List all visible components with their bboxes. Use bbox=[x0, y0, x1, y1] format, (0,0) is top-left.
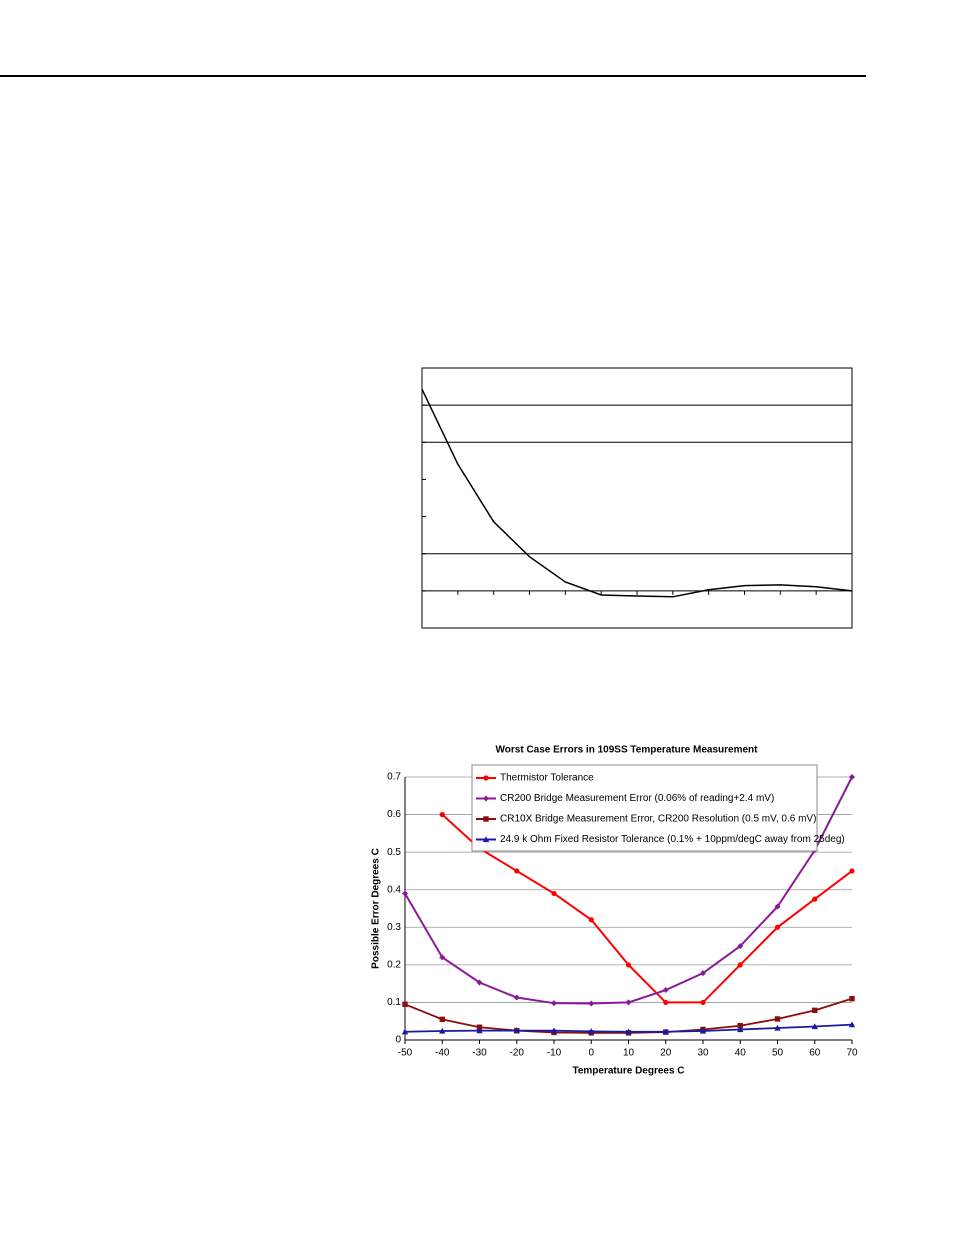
x-tick-label: -40 bbox=[435, 1048, 450, 1059]
marker bbox=[737, 962, 743, 968]
marker bbox=[663, 999, 669, 1006]
marker bbox=[699, 1027, 707, 1034]
legend-marker bbox=[482, 836, 490, 843]
x-tick-label: -10 bbox=[547, 1048, 562, 1059]
marker bbox=[551, 890, 557, 897]
x-tick-label: -20 bbox=[510, 1048, 525, 1059]
marker bbox=[514, 868, 520, 874]
x-tick-label: 70 bbox=[846, 1048, 858, 1059]
legend-label: 24.9 k Ohm Fixed Resistor Tolerance (0.1… bbox=[500, 834, 845, 845]
marker bbox=[476, 1024, 483, 1030]
marker bbox=[774, 903, 781, 910]
marker bbox=[625, 962, 632, 968]
y-tick-label: 0.5 bbox=[387, 847, 401, 858]
y-tick-label: 0.4 bbox=[387, 884, 401, 895]
marker bbox=[849, 774, 855, 780]
marker bbox=[774, 1016, 781, 1022]
x-axis-label: Temperature Degrees C bbox=[572, 1066, 684, 1077]
x-tick-label: 0 bbox=[588, 1048, 594, 1059]
marker bbox=[625, 1028, 632, 1035]
marker bbox=[401, 1028, 409, 1035]
y-axis-label: Possible Error Degrees C bbox=[371, 848, 382, 969]
marker bbox=[849, 995, 855, 1002]
marker bbox=[550, 1027, 558, 1034]
legend-marker bbox=[483, 816, 489, 822]
marker bbox=[812, 896, 818, 902]
y-tick-label: 0 bbox=[395, 1035, 401, 1046]
x-tick-label: -30 bbox=[472, 1048, 487, 1059]
marker bbox=[551, 1000, 557, 1007]
marker bbox=[439, 954, 446, 961]
x-tick-label: 40 bbox=[735, 1048, 747, 1059]
marker bbox=[812, 1007, 818, 1014]
marker bbox=[439, 1027, 446, 1034]
marker bbox=[402, 890, 408, 897]
legend-marker bbox=[483, 775, 489, 781]
marker bbox=[439, 1016, 445, 1023]
x-tick-label: 50 bbox=[772, 1048, 784, 1059]
marker bbox=[700, 999, 706, 1006]
marker bbox=[476, 979, 483, 986]
marker bbox=[588, 1000, 595, 1007]
marker bbox=[588, 1028, 595, 1034]
x-tick-label: -50 bbox=[398, 1048, 413, 1059]
marker bbox=[439, 811, 445, 818]
marker bbox=[849, 868, 855, 874]
marker bbox=[737, 1023, 743, 1029]
x-tick-label: 30 bbox=[697, 1048, 709, 1059]
marker bbox=[513, 994, 520, 1001]
y-tick-label: 0.6 bbox=[387, 809, 401, 820]
legend-label: Thermistor Tolerance bbox=[500, 773, 594, 784]
marker bbox=[774, 924, 781, 930]
x-tick-label: 10 bbox=[623, 1048, 635, 1059]
x-tick-label: 20 bbox=[660, 1048, 672, 1059]
chart-title: Worst Case Errors in 109SS Temperature M… bbox=[496, 745, 759, 756]
legend-label: CR200 Bridge Measurement Error (0.06% of… bbox=[500, 793, 774, 804]
marker bbox=[476, 1027, 483, 1034]
marker bbox=[402, 1001, 408, 1008]
y-tick-label: 0.3 bbox=[387, 922, 401, 933]
series-line bbox=[441, 813, 853, 1004]
marker bbox=[737, 943, 744, 950]
plot-frame bbox=[421, 367, 853, 629]
x-tick-label: 60 bbox=[809, 1048, 821, 1059]
marker bbox=[625, 999, 632, 1006]
legend-label: CR10X Bridge Measurement Error, CR200 Re… bbox=[500, 814, 816, 825]
marker bbox=[588, 917, 594, 923]
marker bbox=[700, 970, 706, 977]
marker bbox=[513, 1027, 520, 1034]
marker bbox=[737, 1026, 744, 1033]
marker bbox=[848, 1021, 856, 1028]
legend-box bbox=[471, 764, 818, 852]
marker bbox=[662, 1028, 669, 1035]
legend-marker bbox=[483, 795, 489, 802]
data-line bbox=[421, 388, 853, 598]
marker bbox=[811, 1023, 818, 1030]
marker bbox=[774, 1024, 781, 1031]
y-tick-label: 0.1 bbox=[387, 997, 401, 1008]
y-tick-label: 0.7 bbox=[387, 772, 401, 783]
marker bbox=[662, 987, 669, 994]
y-tick-label: 0.2 bbox=[387, 959, 401, 970]
